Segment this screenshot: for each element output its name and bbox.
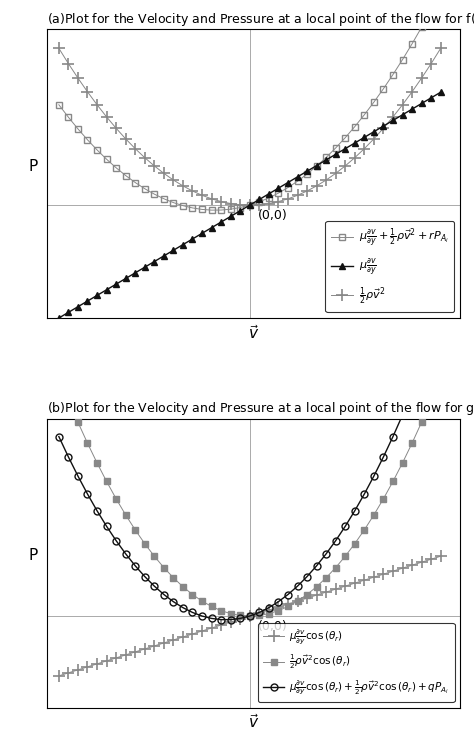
- Text: (0,0): (0,0): [258, 209, 288, 222]
- Y-axis label: P: P: [29, 158, 38, 174]
- X-axis label: $\vec{v}$: $\vec{v}$: [248, 713, 259, 731]
- Text: (0,0): (0,0): [258, 620, 288, 633]
- Y-axis label: P: P: [29, 548, 38, 563]
- X-axis label: $\vec{v}$: $\vec{v}$: [248, 324, 259, 341]
- Text: (b)Plot for the Velocity and Pressure at a local point of the flow for g$(x_2)$: (b)Plot for the Velocity and Pressure at…: [47, 400, 474, 417]
- Text: (a)Plot for the Velocity and Pressure at a local point of the flow for f$(x_1)$: (a)Plot for the Velocity and Pressure at…: [47, 10, 474, 27]
- Legend: $\mu\frac{\partial v}{\partial y} + \frac{1}{2}\rho\vec{v}^2 + rP_{A_i}$, $\mu\f: $\mu\frac{\partial v}{\partial y} + \fra…: [325, 221, 454, 312]
- Legend: $\mu\frac{\partial v}{\partial y}\cos\left(\theta_r\right)$, $\frac{1}{2}\rho\ve: $\mu\frac{\partial v}{\partial y}\cos\le…: [258, 623, 455, 702]
